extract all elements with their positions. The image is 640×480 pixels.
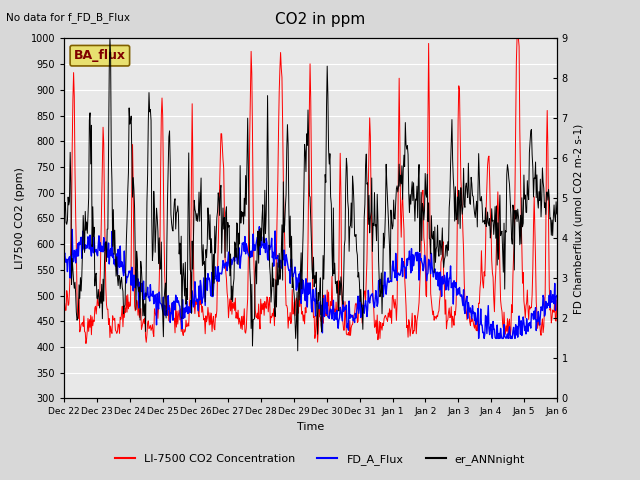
Text: BA_flux: BA_flux xyxy=(74,49,126,62)
X-axis label: Time: Time xyxy=(297,422,324,432)
Text: CO2 in ppm: CO2 in ppm xyxy=(275,12,365,27)
Text: No data for f_FD_B_Flux: No data for f_FD_B_Flux xyxy=(6,12,131,23)
Y-axis label: LI7500 CO2 (ppm): LI7500 CO2 (ppm) xyxy=(15,168,25,269)
Legend: LI-7500 CO2 Concentration, FD_A_Flux, er_ANNnight: LI-7500 CO2 Concentration, FD_A_Flux, er… xyxy=(111,450,529,469)
Y-axis label: FD Chamberflux (umol CO2 m-2 s-1): FD Chamberflux (umol CO2 m-2 s-1) xyxy=(573,123,584,313)
